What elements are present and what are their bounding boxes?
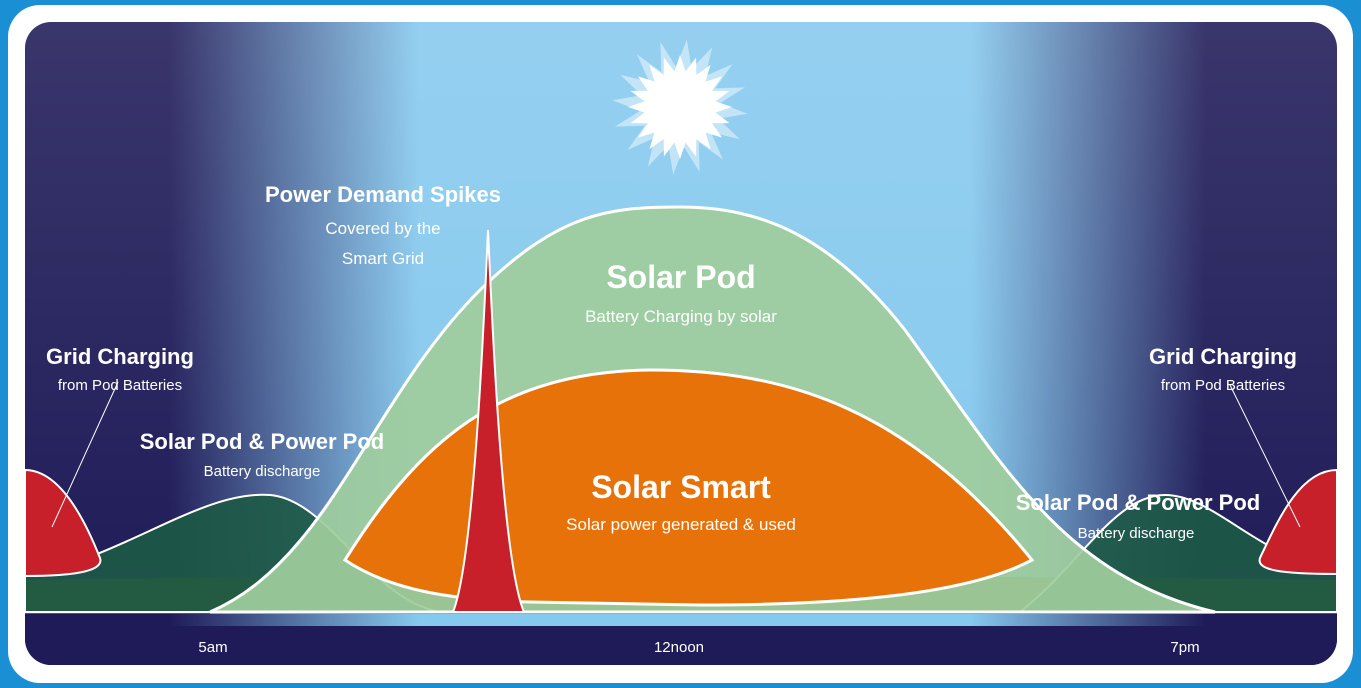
time-label: 12noon <box>654 639 704 656</box>
infographic: Power Demand Spikes Covered by the Smart… <box>0 0 1361 688</box>
solar-pod-subtitle: Battery Charging by solar <box>585 307 777 326</box>
grid-subtitle: from Pod Batteries <box>1161 377 1285 394</box>
time-label: 5am <box>198 639 227 656</box>
grid-title: Grid Charging <box>46 344 194 369</box>
pods-title: Solar Pod & Power Pod <box>1016 490 1260 515</box>
time-label: 7pm <box>1170 639 1199 656</box>
grid-title: Grid Charging <box>1149 344 1297 369</box>
grid-subtitle: from Pod Batteries <box>58 377 182 394</box>
pods-title: Solar Pod & Power Pod <box>140 429 384 454</box>
pods-subtitle: Battery discharge <box>1078 525 1195 542</box>
spike-title: Power Demand Spikes <box>265 182 501 207</box>
solar-smart-subtitle: Solar power generated & used <box>566 515 796 534</box>
solar-pod-title: Solar Pod <box>606 259 755 295</box>
pods-subtitle: Battery discharge <box>204 463 321 480</box>
spike-line: Smart Grid <box>342 249 424 268</box>
solar-smart-title: Solar Smart <box>591 469 771 505</box>
spike-line: Covered by the <box>325 219 440 238</box>
page: Power Demand Spikes Covered by the Smart… <box>0 0 1361 688</box>
